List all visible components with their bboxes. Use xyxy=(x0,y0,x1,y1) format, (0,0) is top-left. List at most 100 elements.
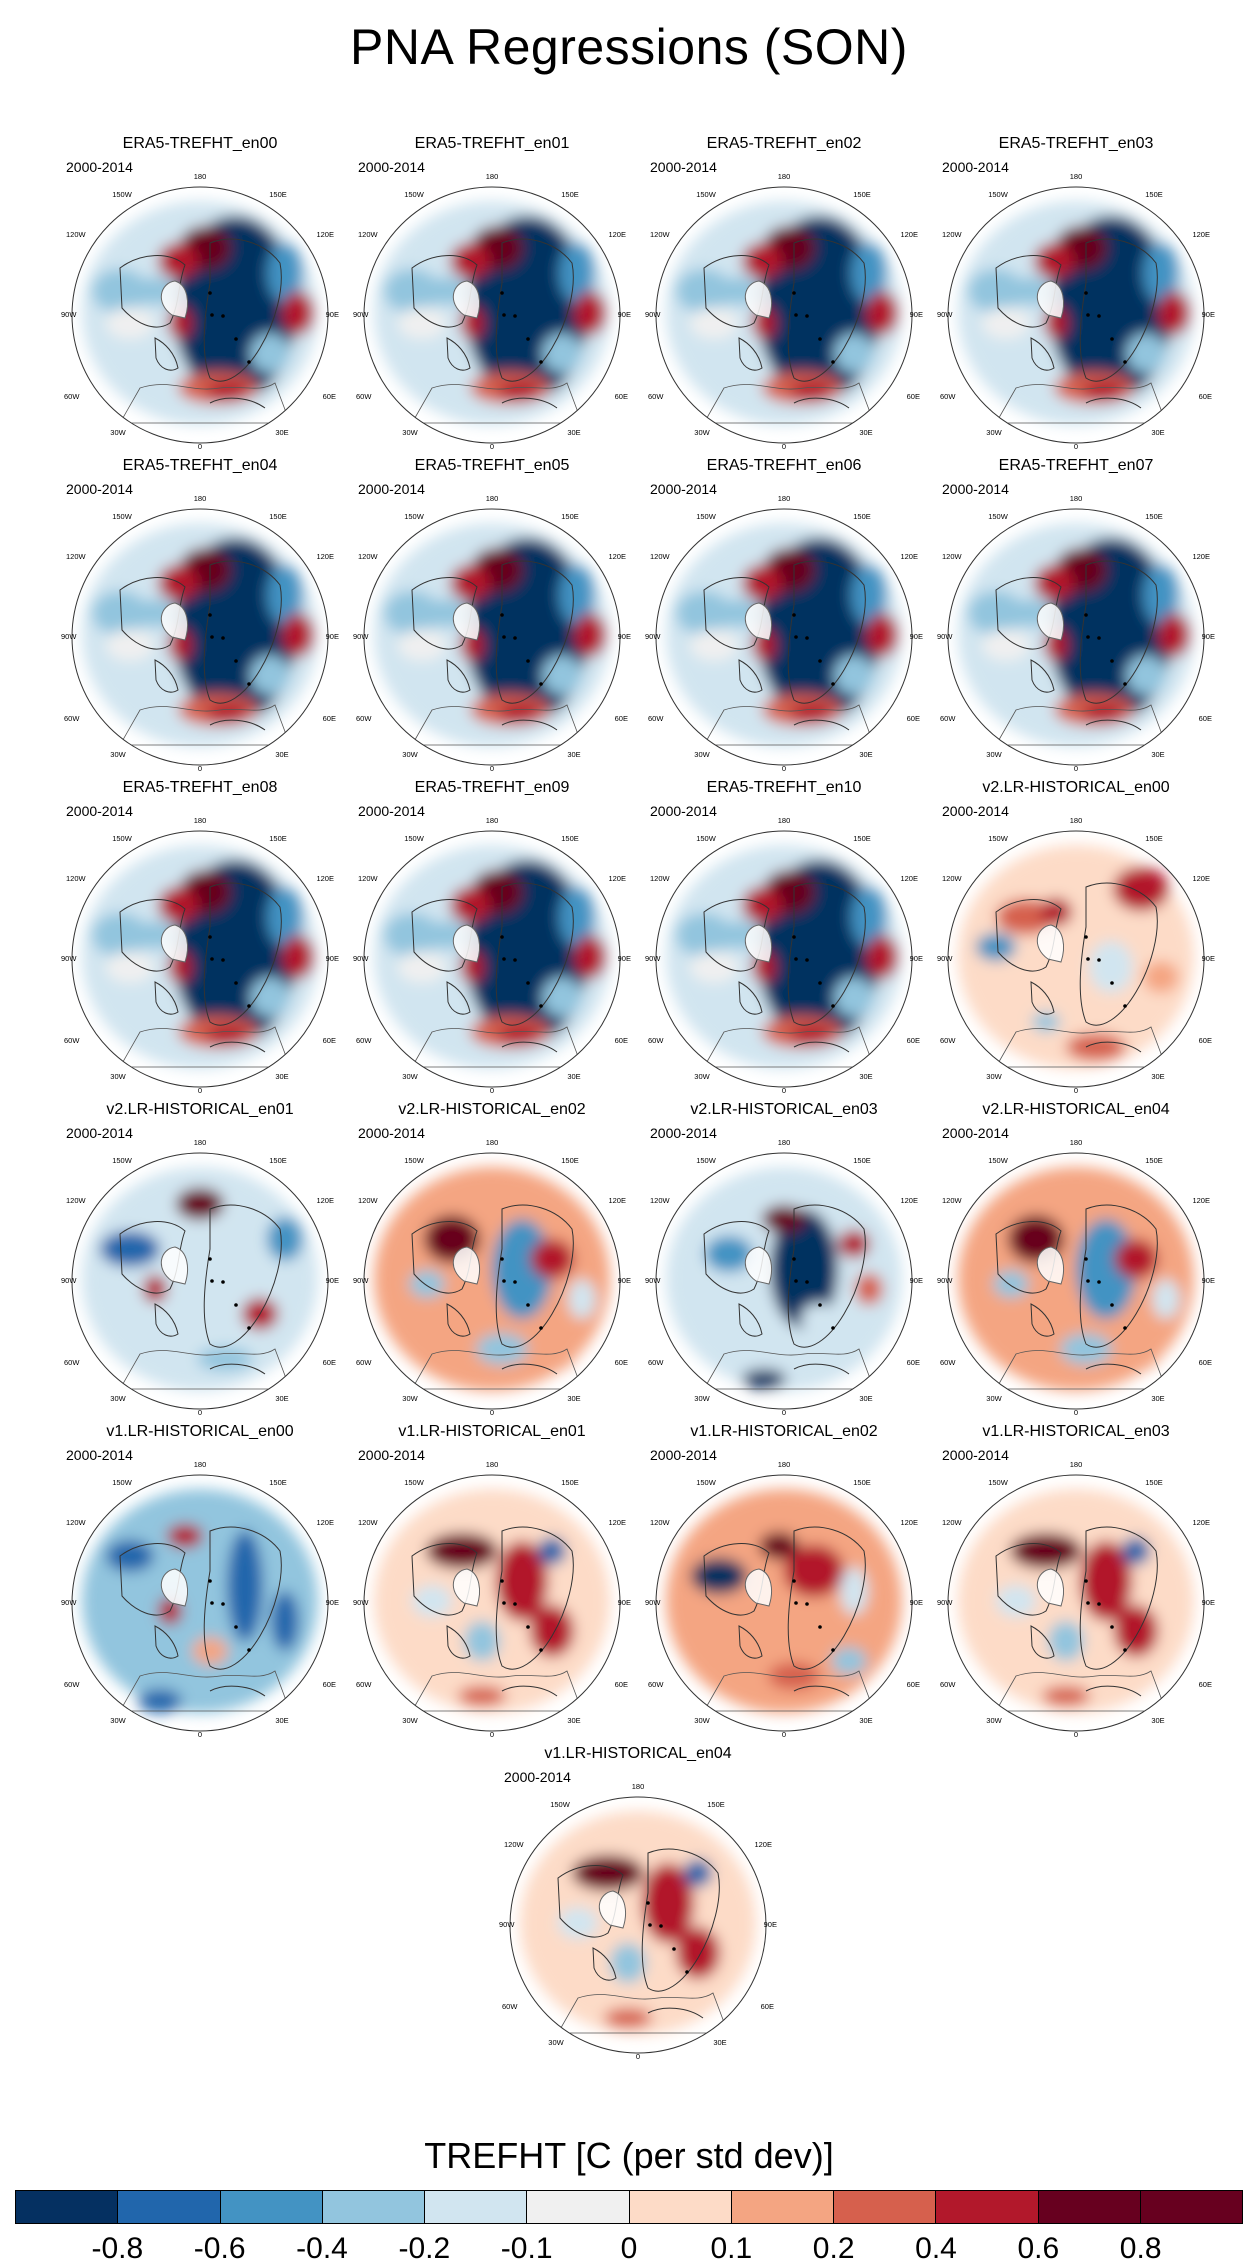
significance-marker xyxy=(500,1257,504,1261)
southern-coastline xyxy=(995,704,1167,746)
period-label: 2000-2014 xyxy=(650,1447,717,1463)
field-anomaly xyxy=(790,381,834,401)
map-boundary xyxy=(655,1474,913,1732)
polar-map: 180 150W 150E 120W 120E 90W 90E 60W 60E 30W 30E 0 xyxy=(499,1783,777,2061)
longitude-label: 30E xyxy=(275,1716,288,1725)
longitude-label: 60E xyxy=(615,392,628,401)
polar-map: 180 150W 150E 120W 120E 90W 90E 60W 60E 30W 30E 0 xyxy=(61,173,339,451)
field-anomaly xyxy=(398,951,446,983)
greenland-outline xyxy=(1037,1568,1064,1607)
longitude-label: 30W xyxy=(986,1072,1002,1081)
panel-title: v2.LR-HISTORICAL_en03 xyxy=(690,1101,878,1118)
field-anomaly xyxy=(676,1927,720,1979)
significance-marker xyxy=(1086,1601,1090,1605)
field-anomaly xyxy=(770,1209,838,1329)
longitude-label: 120E xyxy=(1192,552,1210,561)
significance-marker xyxy=(513,1602,517,1606)
longitude-label: 0 xyxy=(198,1086,202,1095)
page-title: PNA Regressions (SON) xyxy=(350,19,908,75)
field-anomaly xyxy=(538,1537,566,1565)
longitude-label: 30W xyxy=(986,1716,1002,1725)
southern-coastline xyxy=(995,1670,1167,1712)
longitude-label: 120W xyxy=(942,1196,963,1205)
period-label: 2000-2014 xyxy=(650,159,717,175)
significance-marker xyxy=(247,1326,251,1330)
longitude-label: 30E xyxy=(1151,1394,1164,1403)
map-panel: v2.LR-HISTORICAL_en02 2000-2014 180 150W 150… xyxy=(352,1101,632,1417)
significance-marker xyxy=(818,1303,822,1307)
colorbar-tick-label: 0.8 xyxy=(1119,2232,1162,2265)
longitude-label: 120W xyxy=(66,1196,87,1205)
significance-marker xyxy=(648,1923,652,1927)
field-anomaly xyxy=(1122,1537,1150,1565)
longitude-label: 150E xyxy=(561,834,579,843)
longitude-label: 120W xyxy=(358,230,379,239)
map-boundary xyxy=(71,830,329,1088)
longitude-label: 150E xyxy=(853,1156,871,1165)
longitude-label: 150W xyxy=(988,190,1009,199)
longitude-label: 180 xyxy=(632,1783,645,1791)
field-anomaly xyxy=(1082,381,1126,401)
longitude-label: 90W xyxy=(353,954,369,963)
map-panel: v1.LR-HISTORICAL_en04 2000-2014 180 150W 150… xyxy=(498,1745,778,2061)
significance-marker xyxy=(818,659,822,663)
significance-marker xyxy=(513,636,517,640)
longitude-label: 90W xyxy=(645,632,661,641)
panel-title: ERA5-TREFHT_en06 xyxy=(706,457,862,474)
longitude-label: 90W xyxy=(645,1598,661,1607)
map-boundary xyxy=(947,186,1205,444)
longitude-label: 90W xyxy=(61,632,77,641)
longitude-label: 90W xyxy=(937,954,953,963)
field-anomaly xyxy=(167,1524,203,1548)
field-anomaly xyxy=(271,1591,299,1651)
field-anomaly xyxy=(610,1943,646,1983)
longitude-label: 150W xyxy=(696,1156,717,1165)
significance-marker xyxy=(513,1280,517,1284)
field-anomaly xyxy=(866,291,898,335)
longitude-label: 150W xyxy=(988,512,1009,521)
greenland-outline xyxy=(161,924,188,963)
longitude-label: 60W xyxy=(940,1680,956,1689)
field-anomaly xyxy=(250,333,290,373)
longitude-label: 30W xyxy=(694,750,710,759)
field-base xyxy=(958,1489,1194,1713)
field-anomaly xyxy=(92,591,148,635)
field-anomaly xyxy=(492,1219,552,1319)
longitude-label: 90E xyxy=(1202,632,1215,641)
field-anomaly xyxy=(398,307,446,339)
longitude-label: 0 xyxy=(490,442,494,451)
southern-coastline xyxy=(119,1670,291,1712)
longitude-label: 150W xyxy=(112,834,133,843)
field-anomaly xyxy=(450,887,490,923)
longitude-label: 150W xyxy=(404,1156,425,1165)
longitude-label: 90E xyxy=(1202,1598,1215,1607)
significance-marker xyxy=(1086,313,1090,317)
field-anomaly xyxy=(742,1369,786,1389)
longitude-label: 90E xyxy=(910,1276,923,1285)
map-panel: ERA5-TREFHT_en05 2000-2014 180 150W 150E 120W… xyxy=(352,457,632,773)
longitude-label: 90E xyxy=(618,954,631,963)
longitude-label: 30E xyxy=(859,1072,872,1081)
longitude-label: 0 xyxy=(636,2052,640,2061)
significance-marker xyxy=(210,1279,214,1283)
map-panel: ERA5-TREFHT_en04 2000-2014 180 150W 150E 120W… xyxy=(60,457,340,773)
southern-coastline xyxy=(411,382,583,424)
longitude-label: 60W xyxy=(64,1680,80,1689)
field-anomaly xyxy=(530,1347,574,1371)
field-anomaly xyxy=(1143,961,1179,993)
longitude-label: 150E xyxy=(561,190,579,199)
significance-marker xyxy=(234,659,238,663)
field-anomaly xyxy=(530,1605,574,1657)
field-anomaly xyxy=(572,1855,644,1891)
longitude-label: 60E xyxy=(907,1358,920,1367)
longitude-label: 150W xyxy=(696,834,717,843)
longitude-label: 60E xyxy=(323,1680,336,1689)
field-anomaly xyxy=(496,1541,548,1621)
field-anomaly xyxy=(574,935,606,979)
longitude-label: 150E xyxy=(1145,1156,1163,1165)
longitude-label: 150E xyxy=(269,834,287,843)
longitude-label: 90E xyxy=(1202,954,1215,963)
longitude-label: 90E xyxy=(910,310,923,319)
longitude-label: 120W xyxy=(66,230,87,239)
longitude-label: 30E xyxy=(567,1394,580,1403)
